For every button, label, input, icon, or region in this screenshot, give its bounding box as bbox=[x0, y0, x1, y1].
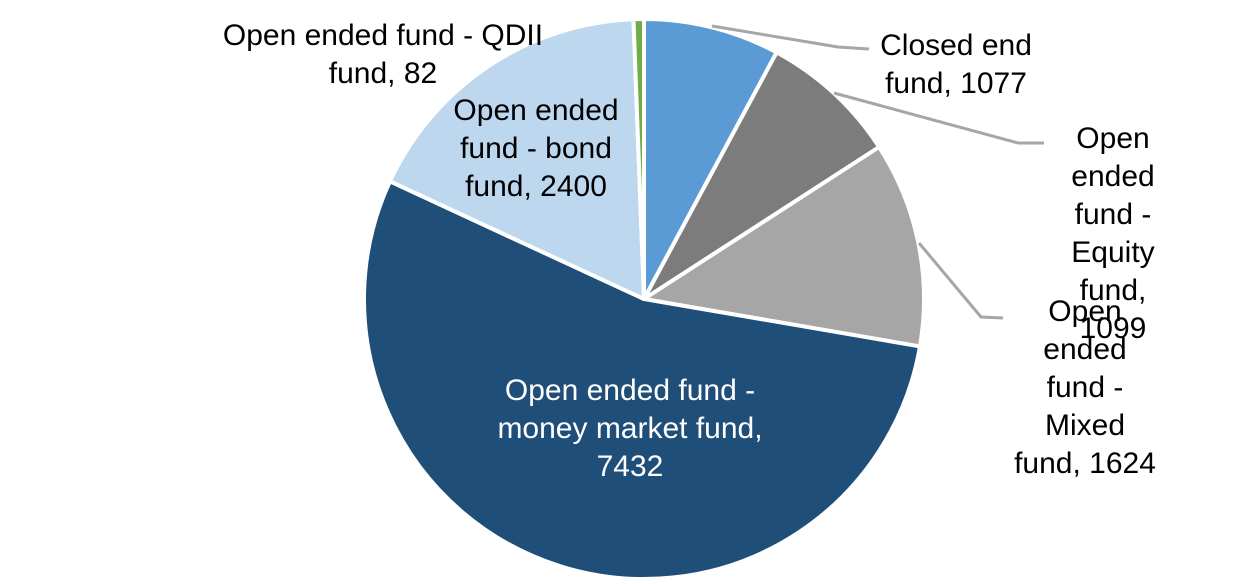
data-label-equity-fund: Open ended fund - Equity fund, 1099 bbox=[1071, 122, 1155, 345]
pie-slice-open-ended-fund-mixed-fund bbox=[642, 145, 926, 349]
pie-slice-open-ended-fund-money-market-fund bbox=[362, 179, 922, 581]
data-label-mixed-fund: Open ended fund - Mixed fund, 1624 bbox=[1014, 295, 1156, 480]
data-label-money-market-fund: Open ended fund - money market fund, 743… bbox=[497, 374, 763, 483]
leader-line-mixed-fund bbox=[917, 242, 1004, 320]
pie-slice-open-ended-fund-equity-fund bbox=[642, 50, 882, 301]
leader-lines bbox=[711, 24, 1044, 320]
data-label-closed-end-fund: Closed end fund, 1077 bbox=[880, 29, 1032, 100]
data-label-bond-fund: Open ended fund - bond fund, 2400 bbox=[453, 94, 619, 203]
pie-slices bbox=[362, 17, 926, 581]
leader-line-equity-fund bbox=[833, 91, 1044, 145]
pie-slice-open-ended-fund-qdii-fund bbox=[631, 17, 646, 301]
data-label-qdii-fund: Open ended fund - QDII fund, 82 bbox=[222, 19, 544, 90]
leader-line-closed-end-fund bbox=[711, 24, 870, 51]
pie-slice-open-ended-fund-bond-fund bbox=[387, 17, 646, 301]
